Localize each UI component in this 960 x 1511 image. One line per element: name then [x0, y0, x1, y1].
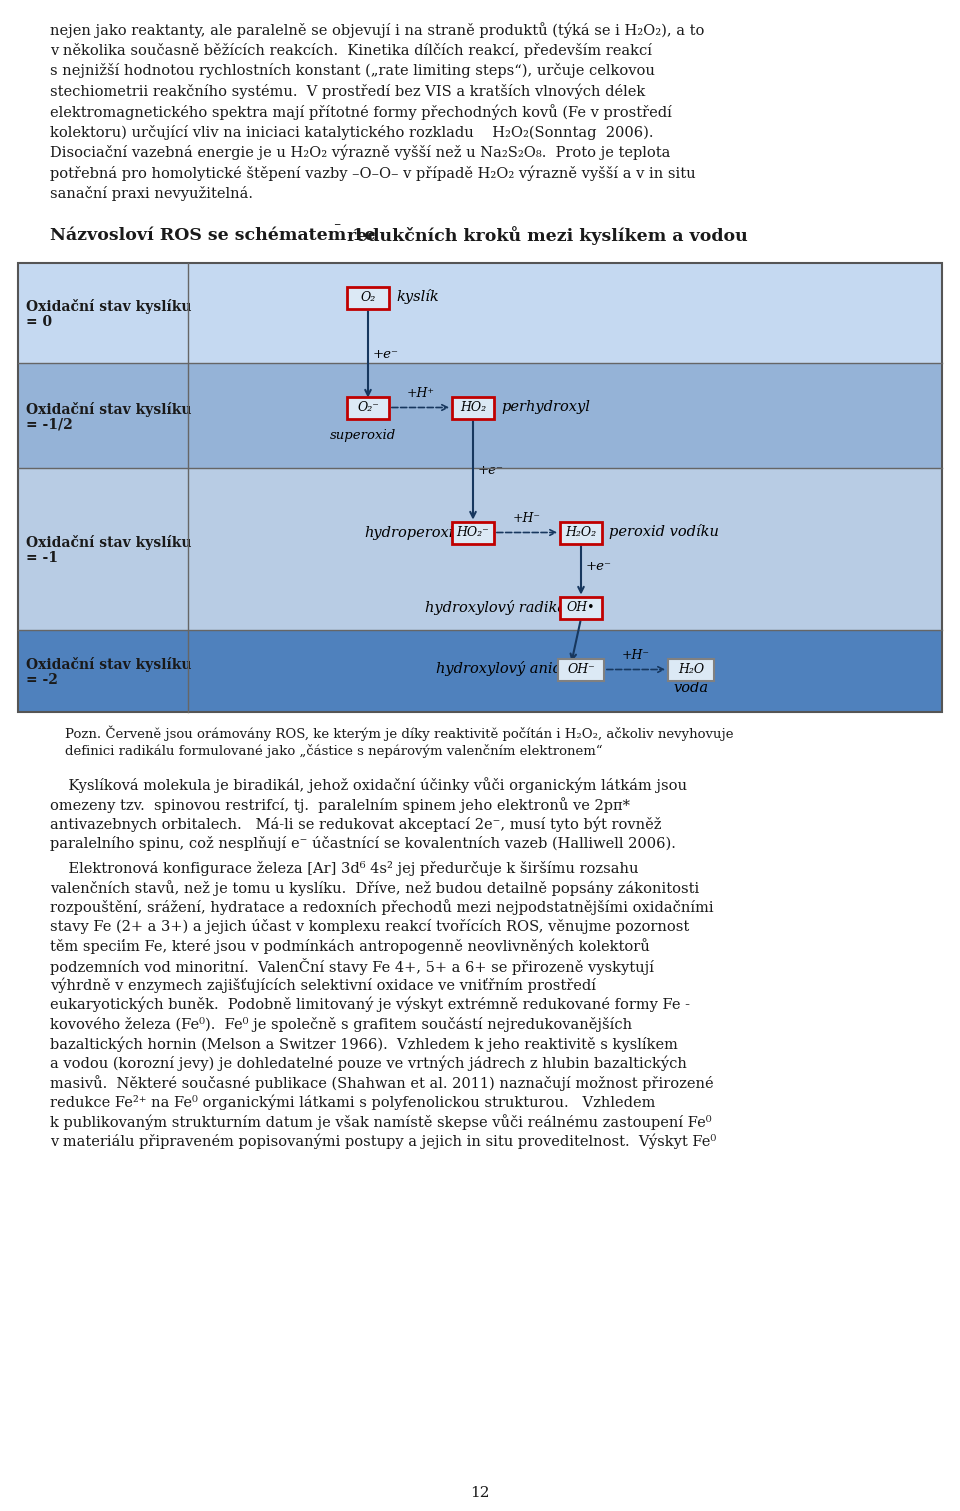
- Text: v materiálu připraveném popisovanými postupy a jejich in situ proveditelnost.  V: v materiálu připraveném popisovanými pos…: [50, 1133, 716, 1148]
- FancyBboxPatch shape: [452, 521, 494, 544]
- Text: +e⁻: +e⁻: [586, 561, 612, 573]
- Text: hydroxylový anion: hydroxylový anion: [437, 660, 571, 675]
- Text: Pozn. Červeně jsou orámovány ROS, ke kterým je díky reaktivitě počítán i H₂O₂, a: Pozn. Červeně jsou orámovány ROS, ke kte…: [65, 725, 733, 740]
- Text: hydroxylový radikál: hydroxylový radikál: [425, 600, 571, 615]
- Text: Disociační vazebná energie je u H₂O₂ výrazně vyšší než u Na₂S₂O₈.  Proto je tep: Disociační vazebná energie je u H₂O₂ vý…: [50, 145, 670, 160]
- Text: kovového železa (Fe⁰).  Fe⁰ je společně s grafitem součástí nejredukovanějších: kovového železa (Fe⁰). Fe⁰ je společně s…: [50, 1017, 632, 1032]
- Text: sanační praxi nevyužitelná.: sanační praxi nevyužitelná.: [50, 186, 253, 201]
- FancyBboxPatch shape: [452, 396, 494, 419]
- Text: HO₂⁻: HO₂⁻: [457, 526, 490, 539]
- Text: superoxid: superoxid: [330, 429, 396, 443]
- Text: ⁻: ⁻: [333, 222, 341, 236]
- Text: rozpouštění, srážení, hydratace a redoxních přechodů mezi nejpodstatnějšími oxid: rozpouštění, srážení, hydratace a redoxn…: [50, 899, 713, 916]
- Bar: [18, 467, 942, 630]
- Bar: [18, 263, 942, 363]
- Text: redukčních kroků mezi kyslíkem a vodou: redukčních kroků mezi kyslíkem a vodou: [341, 227, 748, 245]
- Text: stechiometrii reakčního systému.  V prostředí bez VIS a kratších vlnových délek: stechiometrii reakčního systému. V prost…: [50, 83, 645, 100]
- Text: +H⁺: +H⁺: [406, 387, 435, 400]
- Text: = -2: = -2: [26, 674, 58, 688]
- Text: omezeny tzv.  spinovou restrifcí, tj.  paralelním spinem jeho elektronů ve 2pπ*: omezeny tzv. spinovou restrifcí, tj. par…: [50, 796, 630, 813]
- Text: k publikovaným strukturním datum je však namístě skepse vůči reálnému zastoupení: k publikovaným strukturním datum je však…: [50, 1114, 711, 1130]
- Text: H₂O: H₂O: [678, 663, 704, 675]
- Text: HO₂: HO₂: [460, 400, 486, 414]
- Text: OH•: OH•: [566, 601, 595, 613]
- Text: H₂O₂: H₂O₂: [565, 526, 596, 539]
- Text: = 0: = 0: [26, 316, 52, 329]
- FancyBboxPatch shape: [560, 521, 602, 544]
- Text: antivazebnych orbitalech.   Má-li se redukovat akceptací 2e⁻, musí tyto být rovn: antivazebnych orbitalech. Má-li se reduk…: [50, 816, 661, 833]
- Text: Oxidační stav kyslíku: Oxidační stav kyslíku: [26, 535, 191, 550]
- Text: hydroperoxid: hydroperoxid: [364, 526, 463, 539]
- FancyBboxPatch shape: [347, 396, 389, 419]
- Text: peroxid vodíku: peroxid vodíku: [609, 524, 719, 539]
- Text: potřebná pro homolytické štěpení vazby –O–O– v případě H₂O₂ výrazně vyšší a v in: potřebná pro homolytické štěpení vazby –…: [50, 166, 696, 181]
- Text: a vodou (korozní jevy) je dohledatelné pouze ve vrtných jádrech z hlubin bazalti: a vodou (korozní jevy) je dohledatelné p…: [50, 1056, 686, 1071]
- Text: Oxidační stav kyslíku: Oxidační stav kyslíku: [26, 402, 191, 417]
- Text: Oxidační stav kyslíku: Oxidační stav kyslíku: [26, 299, 191, 314]
- Text: eukaryotických buněk.  Podobně limitovaný je výskyt extrémně redukované formy Fe: eukaryotických buněk. Podobně limitovaný…: [50, 997, 690, 1012]
- Text: stavy Fe (2+ a 3+) a jejich účast v komplexu reakcí tvořících ROS, věnujme pozor: stavy Fe (2+ a 3+) a jejich účast v komp…: [50, 919, 689, 934]
- Text: redukce Fe²⁺ na Fe⁰ organickými látkami s polyfenolickou strukturou.   Vzhledem: redukce Fe²⁺ na Fe⁰ organickými látkami …: [50, 1094, 656, 1111]
- FancyBboxPatch shape: [347, 287, 389, 308]
- Text: +e⁻: +e⁻: [478, 464, 504, 477]
- Text: +e⁻: +e⁻: [373, 348, 399, 361]
- Text: elektromagnetického spektra mají přítotné formy přechodných kovů (Fe v prostředí: elektromagnetického spektra mají přítotn…: [50, 104, 672, 119]
- Text: kolektoru) určující vliv na iniciaci katalytického rozkladu    H₂O₂(Sonntag  200: kolektoru) určující vliv na iniciaci kat…: [50, 124, 654, 139]
- Text: Elektronová konfigurace železa [Ar] 3d⁶ 4s² jej předurčuje k širšímu rozsahu: Elektronová konfigurace železa [Ar] 3d⁶ …: [50, 860, 638, 875]
- Text: v několika současně běžících reakcích.  Kinetika dílčích reakcí, především reakc: v několika současně běžících reakcích. K…: [50, 42, 652, 57]
- Text: perhydroxyl: perhydroxyl: [501, 399, 589, 414]
- Text: Kyslíková molekula je biradikál, jehož oxidační účinky vůči organickým látkám j: Kyslíková molekula je biradikál, jehož o…: [50, 778, 687, 793]
- Text: = -1: = -1: [26, 552, 58, 565]
- Text: O₂⁻: O₂⁻: [357, 400, 379, 414]
- Text: +H⁻: +H⁻: [622, 650, 650, 662]
- Text: = -1/2: = -1/2: [26, 419, 73, 432]
- Text: paralelního spinu, což nesplňují e⁻ účastnící se kovalentních vazeb (Halliwell 2: paralelního spinu, což nesplňují e⁻ účas…: [50, 836, 676, 851]
- Text: s nejnižší hodnotou rychlostních konstant („rate limiting steps“), určuje celkov: s nejnižší hodnotou rychlostních konstan…: [50, 63, 655, 79]
- Text: kyslík: kyslík: [396, 289, 439, 304]
- Text: O₂: O₂: [360, 292, 375, 304]
- Bar: [18, 263, 942, 712]
- Text: valenčních stavů, než je tomu u kyslíku.  Dříve, než budou detailně popsány záko: valenčních stavů, než je tomu u kyslíku.…: [50, 879, 699, 896]
- FancyBboxPatch shape: [560, 597, 602, 618]
- FancyBboxPatch shape: [668, 659, 714, 680]
- Text: Oxidační stav kyslíku: Oxidační stav kyslíku: [26, 657, 191, 672]
- FancyBboxPatch shape: [558, 659, 604, 680]
- Bar: [18, 630, 942, 712]
- Text: OH⁻: OH⁻: [567, 663, 595, 675]
- Text: těm speciím Fe, které jsou v podmínkách antropogenně neovlivněných kolektorů: těm speciím Fe, které jsou v podmínkách…: [50, 938, 650, 955]
- Text: definici radikálu formulované jako „částice s nepárovým valenčním elektronem“: definici radikálu formulované jako „část…: [65, 743, 603, 757]
- Text: podzemních vod minoritní.  ValenČní stavy Fe 4+, 5+ a 6+ se přirozeně vyskytují: podzemních vod minoritní. ValenČní stavy…: [50, 958, 654, 975]
- Text: 12: 12: [470, 1485, 490, 1500]
- Text: bazaltických hornin (Melson a Switzer 1966).  Vzhledem k jeho reaktivitě s kyslí: bazaltických hornin (Melson a Switzer 19…: [50, 1037, 678, 1052]
- Bar: [18, 363, 942, 467]
- Text: +H⁻: +H⁻: [513, 512, 541, 524]
- Text: voda: voda: [673, 680, 708, 695]
- Text: výhrdně v enzymech zajišťujících selektivní oxidace ve vniťřním prostředí: výhrdně v enzymech zajišťujících selekti…: [50, 978, 596, 993]
- Text: Názvosloví ROS se schématem 1e: Názvosloví ROS se schématem 1e: [50, 227, 375, 243]
- Text: masivů.  Některé současné publikace (Shahwan et al. 2011) naznačují možnost přir: masivů. Některé současné publikace (Shah…: [50, 1074, 713, 1091]
- Text: nejen jako reaktanty, ale paralelně se objevují i na straně produktů (týká se i : nejen jako reaktanty, ale paralelně se o…: [50, 23, 705, 38]
